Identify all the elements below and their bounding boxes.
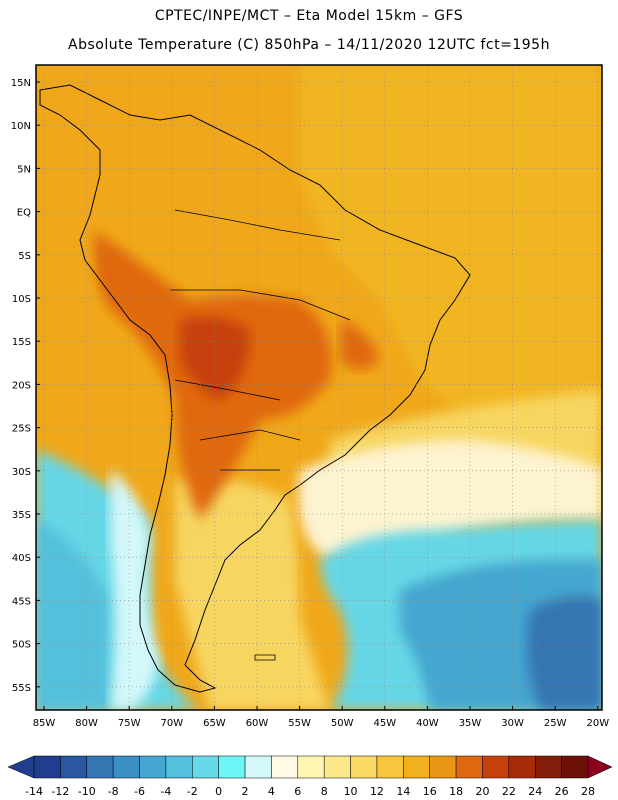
- colorbar-label: 6: [294, 785, 301, 798]
- field-atlantic-north: [300, 65, 602, 430]
- longitude-labels: 85W 80W 75W 70W 65W 60W 55W 50W 45W 40W 35W 30W 25W 2…: [33, 706, 609, 729]
- lon-label: 60W: [246, 718, 269, 729]
- lon-label: 55W: [288, 718, 311, 729]
- field-hot-peru: [100, 250, 140, 304]
- lon-label: 65W: [203, 718, 226, 729]
- field-hottest-core: [180, 316, 250, 400]
- field-coldest-atlantic: [526, 596, 602, 710]
- colorbar-label: 12: [370, 785, 384, 798]
- latitude-labels: 15N 10N 5N EQ 5S 10S 15S 20S 25S 30S 35S 40S 45S 50S 5…: [11, 78, 40, 694]
- lat-label: 35S: [12, 510, 31, 521]
- colorbar-label: 16: [423, 785, 437, 798]
- coastline: [39, 84, 471, 693]
- colorbar-label: -10: [78, 785, 96, 798]
- colorbar-swatch: [86, 755, 114, 779]
- colorbar-swatch: [112, 755, 140, 779]
- colorbar-label: -14: [25, 785, 43, 798]
- colorbar-swatch: [534, 755, 562, 779]
- lon-label: 30W: [501, 718, 524, 729]
- lat-label: 50S: [12, 640, 31, 651]
- colorbar-swatch: [244, 755, 272, 779]
- colorbar-label: 14: [396, 785, 410, 798]
- colorbar: -14 -12 -10 -8 -6 -4 -2 0 2 4 6 8 10 12 14 16 18 20 22 24 26…: [7, 755, 613, 798]
- lon-label: 45W: [373, 718, 396, 729]
- lon-label: 75W: [118, 718, 141, 729]
- lat-label: 55S: [12, 683, 31, 694]
- colorbar-label: -4: [160, 785, 171, 798]
- colorbar-label: 10: [344, 785, 358, 798]
- colorbar-label: -12: [51, 785, 69, 798]
- lon-label: 20W: [586, 718, 609, 729]
- colorbar-label: -2: [187, 785, 198, 798]
- colorbar-swatch: [350, 755, 378, 779]
- field-hot-brazil-east: [340, 320, 380, 370]
- lat-label: 15S: [12, 337, 31, 348]
- colorbar-label: 24: [528, 785, 542, 798]
- colorbar-swatch: [218, 755, 246, 779]
- colorbar-swatch: [508, 755, 536, 779]
- field-colder-pacific: [36, 520, 110, 710]
- colorbar-label: 4: [268, 785, 275, 798]
- temperature-field: [36, 65, 602, 710]
- field-pale-band: [298, 440, 602, 560]
- colorbar-label: 0: [215, 785, 222, 798]
- colorbar-swatch: [376, 755, 404, 779]
- colorbar-swatch: [165, 755, 193, 779]
- colorbar-swatch: [455, 755, 483, 779]
- lat-label: 5N: [17, 164, 31, 175]
- falklands: [254, 654, 276, 661]
- colorbar-swatch: [429, 755, 457, 779]
- colorbar-swatch: [561, 755, 589, 779]
- lat-label: 10N: [11, 121, 31, 132]
- colorbar-swatch: [139, 755, 167, 779]
- lon-label: 80W: [75, 718, 98, 729]
- colorbar-swatch: [323, 755, 351, 779]
- lon-label: 50W: [331, 718, 354, 729]
- colorbar-swatch: [482, 755, 510, 779]
- colorbar-label: 18: [449, 785, 463, 798]
- lat-label: 45S: [12, 596, 31, 607]
- lat-label: EQ: [17, 208, 31, 219]
- lat-label: 5S: [18, 251, 31, 262]
- lat-label: 15N: [11, 78, 31, 89]
- colorbar-max-arrow: [587, 755, 613, 779]
- colorbar-swatch: [60, 755, 88, 779]
- lon-label: 40W: [416, 718, 439, 729]
- lon-label: 35W: [459, 718, 482, 729]
- colorbar-label: -6: [134, 785, 145, 798]
- country-borders: [170, 209, 351, 471]
- lon-label: 70W: [160, 718, 183, 729]
- colorbar-swatch: [271, 755, 299, 779]
- colorbar-label: 2: [242, 785, 249, 798]
- field-patagonia: [175, 477, 330, 710]
- map-subtitle: Absolute Temperature (C) 850hPa – 14/11/…: [68, 37, 550, 53]
- colorbar-swatch: [33, 755, 61, 779]
- colorbar-label: 26: [555, 785, 569, 798]
- lat-label: 30S: [12, 467, 31, 478]
- lat-label: 40S: [12, 553, 31, 564]
- map-title: CPTEC/INPE/MCT – Eta Model 15km – GFS: [154, 8, 464, 24]
- lon-label: 85W: [33, 718, 56, 729]
- colorbar-swatch: [192, 755, 219, 779]
- colorbar-label: 22: [502, 785, 516, 798]
- colorbar-label: 20: [475, 785, 489, 798]
- map-frame: [35, 64, 603, 711]
- colorbar-min-arrow: [7, 755, 35, 779]
- lon-label: 25W: [544, 718, 567, 729]
- lat-label: 20S: [12, 380, 31, 391]
- colorbar-swatch: [297, 755, 325, 779]
- colorbar-swatch: [403, 755, 430, 779]
- colorbar-label: 28: [581, 785, 595, 798]
- lat-label: 25S: [12, 424, 31, 435]
- colorbar-label: 8: [321, 785, 328, 798]
- colorbar-label: -8: [108, 785, 119, 798]
- lat-label: 10S: [12, 294, 31, 305]
